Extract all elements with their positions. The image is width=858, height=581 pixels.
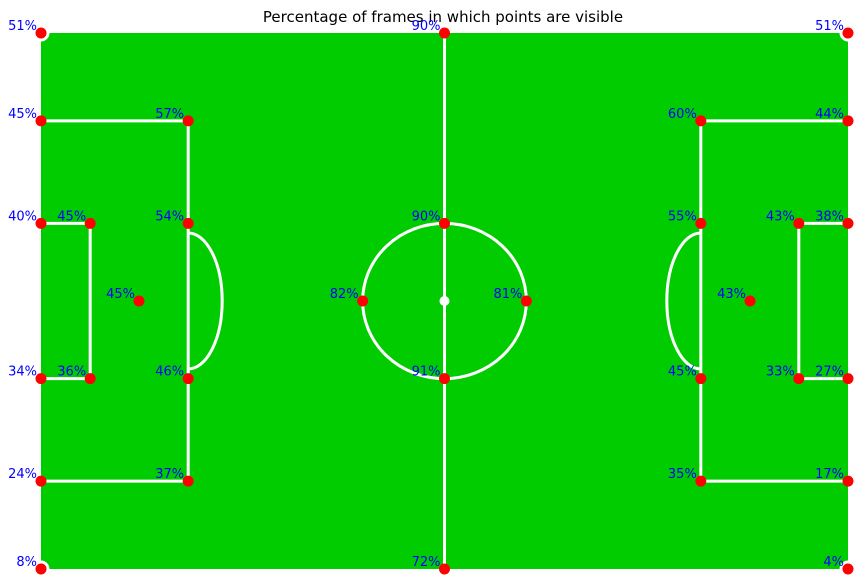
point-marker xyxy=(793,373,805,385)
point-marker xyxy=(842,563,854,575)
point-marker xyxy=(695,475,707,487)
point-label: 45% xyxy=(106,287,135,302)
point-label: 82% xyxy=(330,287,359,302)
point-label: 34% xyxy=(8,365,37,380)
left-goal-area xyxy=(41,221,92,381)
point-label: 43% xyxy=(717,287,746,302)
chart-title: Percentage of frames in which points are… xyxy=(262,8,624,26)
point-label: 81% xyxy=(493,287,522,302)
point-marker xyxy=(439,27,450,39)
point-marker xyxy=(35,27,47,39)
point-labels: 51% 90% 51% 45% 57% 60% 44% 40% 45% 54% 90% 55% 43% 3… xyxy=(8,19,844,570)
centre-spot xyxy=(439,296,450,306)
point-label: 45% xyxy=(8,107,37,122)
point-marker xyxy=(842,27,854,39)
corner-arc-top-left xyxy=(40,32,50,42)
point-marker xyxy=(842,217,854,229)
left-penalty-arc xyxy=(188,231,224,371)
point-label: 44% xyxy=(815,107,844,122)
point-label: 33% xyxy=(766,365,795,380)
right-penalty-area xyxy=(699,119,848,483)
point-label: 91% xyxy=(412,365,441,380)
point-label: 46% xyxy=(155,365,184,380)
point-label: 55% xyxy=(668,209,697,224)
right-goal-area xyxy=(797,221,848,381)
point-label: 37% xyxy=(155,467,184,482)
right-penalty-arc xyxy=(665,231,701,371)
point-marker xyxy=(357,295,369,307)
point-marker xyxy=(182,373,194,385)
point-marker xyxy=(695,115,707,127)
point-label: 51% xyxy=(815,19,844,34)
point-label: 43% xyxy=(766,209,795,224)
point-marker xyxy=(182,115,194,127)
point-label: 45% xyxy=(57,209,86,224)
corner-arc-top-right xyxy=(839,32,849,42)
point-label: 54% xyxy=(155,209,184,224)
point-marker xyxy=(842,115,854,127)
point-marker xyxy=(520,295,532,307)
point-label: 60% xyxy=(668,107,697,122)
point-marker xyxy=(842,373,854,385)
point-marker xyxy=(842,475,854,487)
point-label: 8% xyxy=(16,555,37,570)
point-label: 57% xyxy=(155,107,184,122)
point-label: 36% xyxy=(57,365,86,380)
point-label: 90% xyxy=(412,209,441,224)
corner-arc-bottom-left xyxy=(40,560,50,570)
point-label: 51% xyxy=(8,19,37,34)
point-marker xyxy=(695,217,707,229)
point-label: 38% xyxy=(815,209,844,224)
point-markers xyxy=(35,27,854,575)
point-label: 72% xyxy=(412,555,441,570)
point-label: 27% xyxy=(815,365,844,380)
point-marker xyxy=(439,217,450,229)
point-marker xyxy=(133,295,145,307)
point-marker xyxy=(182,475,194,487)
point-label: 40% xyxy=(8,209,37,224)
point-marker xyxy=(695,373,707,385)
corner-arc-bottom-right xyxy=(839,560,849,570)
point-label: 90% xyxy=(412,19,441,34)
point-marker xyxy=(439,373,450,385)
left-penalty-area xyxy=(41,119,190,483)
point-label: 45% xyxy=(668,365,697,380)
point-marker xyxy=(35,217,47,229)
point-label: 17% xyxy=(815,467,844,482)
point-label: 4% xyxy=(823,555,844,570)
point-label: 24% xyxy=(8,467,37,482)
point-marker xyxy=(439,563,450,575)
point-marker xyxy=(35,563,47,575)
point-marker xyxy=(182,217,194,229)
point-marker xyxy=(84,217,96,229)
point-label: 35% xyxy=(668,467,697,482)
point-marker xyxy=(35,475,47,487)
point-marker xyxy=(744,295,756,307)
point-marker xyxy=(35,373,47,385)
point-marker xyxy=(35,115,47,127)
point-marker xyxy=(84,373,96,385)
point-marker xyxy=(793,217,805,229)
